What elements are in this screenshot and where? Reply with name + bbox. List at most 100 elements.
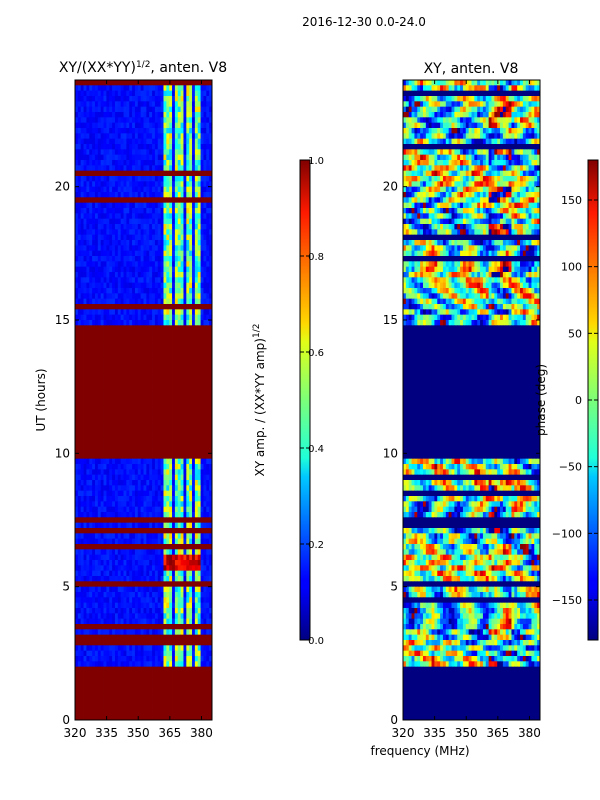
left-heat-cell xyxy=(123,357,127,364)
left-heat-cell xyxy=(83,80,87,86)
left-heat-cell xyxy=(154,250,159,257)
left-heat-cell xyxy=(163,256,167,262)
left-heat-cell xyxy=(152,442,156,449)
left-heat-cell xyxy=(129,138,133,145)
left-heat-cell xyxy=(206,192,210,198)
left-heat-cell xyxy=(174,410,179,417)
left-heat-cell xyxy=(189,602,193,609)
left-heat-cell xyxy=(92,586,96,593)
left-heat-cell xyxy=(203,293,207,300)
left-heat-cell xyxy=(157,368,162,374)
left-heat-cell xyxy=(80,250,84,257)
left-heat-cell xyxy=(163,394,167,401)
left-heat-cell xyxy=(132,181,136,188)
left-heat-cell xyxy=(180,416,184,422)
left-heat-cell xyxy=(112,522,116,529)
left-heat-cell xyxy=(94,368,99,374)
left-heat-cell xyxy=(174,394,179,401)
left-heat-cell xyxy=(137,304,142,310)
left-heat-cell xyxy=(100,560,104,566)
left-heat-cell xyxy=(117,250,122,257)
left-heat-cell xyxy=(114,85,119,92)
left-heat-cell xyxy=(89,357,93,364)
left-heat-cell xyxy=(163,181,167,188)
left-heat-cell xyxy=(206,272,210,278)
left-heat-cell xyxy=(120,160,124,166)
left-heat-cell xyxy=(192,426,196,433)
left-heat-cell xyxy=(180,117,184,124)
left-heat-cell xyxy=(166,373,170,380)
left-heat-cell xyxy=(174,448,179,454)
left-heat-cell xyxy=(80,117,84,124)
left-heat-cell xyxy=(189,437,193,444)
left-heat-cell xyxy=(163,448,167,454)
left-heat-cell xyxy=(117,565,122,572)
left-heat-cell xyxy=(194,133,199,140)
left-heat-cell xyxy=(123,298,127,305)
left-heat-cell xyxy=(146,234,150,241)
left-heat-cell xyxy=(186,416,190,422)
left-heat-cell xyxy=(106,373,110,380)
left-heat-cell xyxy=(126,250,130,257)
left-heat-cell xyxy=(120,96,124,102)
left-heat-cell xyxy=(109,602,113,609)
left-heat-cell xyxy=(149,117,153,124)
left-heat-cell xyxy=(80,325,84,332)
left-heat-cell xyxy=(77,309,82,316)
left-heat-cell xyxy=(209,442,212,449)
left-heat-cell xyxy=(152,245,156,252)
left-heat-cell xyxy=(166,400,170,406)
left-heat-cell xyxy=(100,432,104,438)
left-heat-cell xyxy=(114,581,119,588)
left-heat-cell xyxy=(189,218,193,225)
left-heat-cell xyxy=(194,256,199,262)
left-heat-cell xyxy=(103,304,107,310)
left-heat-cell xyxy=(112,512,116,518)
left-heat-cell xyxy=(154,464,159,470)
left-heat-cell xyxy=(137,442,142,449)
left-heat-cell xyxy=(169,538,173,545)
left-heat-cell xyxy=(154,229,159,236)
left-heat-cell xyxy=(114,400,119,406)
left-heat-cell xyxy=(120,240,124,246)
left-heat-cell xyxy=(114,186,119,193)
left-heat-cell xyxy=(206,458,210,465)
left-heat-cell xyxy=(134,496,139,502)
left-heat-cell xyxy=(186,186,190,193)
left-heat-cell xyxy=(120,218,124,225)
left-heat-cell xyxy=(206,581,210,588)
left-heat-cell xyxy=(194,149,199,156)
left-heat-cell xyxy=(83,378,87,385)
left-heat-cell xyxy=(203,106,207,113)
left-heat-cell xyxy=(134,218,139,225)
left-heat-cell xyxy=(112,480,116,486)
left-heat-cell xyxy=(149,352,153,358)
left-heat-cell xyxy=(89,389,93,396)
left-heat-cell xyxy=(140,464,144,470)
left-heat-cell xyxy=(143,122,147,129)
left-heat-cell xyxy=(123,549,127,556)
left-heat-cell xyxy=(166,197,170,204)
left-heat-cell xyxy=(86,357,90,364)
left-heat-cell xyxy=(194,304,199,310)
left-heat-cell xyxy=(109,336,113,342)
left-heat-cell xyxy=(123,90,127,97)
left-heat-cell xyxy=(112,453,116,460)
left-heat-cell xyxy=(189,106,193,113)
left-heat-cell xyxy=(143,277,147,284)
left-heat-cell xyxy=(160,250,164,257)
left-heat-cell xyxy=(89,250,93,257)
left-heat-cell xyxy=(143,133,147,140)
left-heat-cell xyxy=(114,282,119,289)
left-heat-cell xyxy=(140,554,144,561)
left-heat-cell xyxy=(200,117,204,124)
left-heat-cell xyxy=(149,416,153,422)
left-heat-cell xyxy=(126,261,130,268)
left-heat-cell xyxy=(77,197,82,204)
left-heat-cell xyxy=(97,154,102,161)
left-heat-cell xyxy=(80,357,84,364)
left-heat-cell xyxy=(120,197,124,204)
left-heat-cell xyxy=(97,208,102,214)
left-heat-cell xyxy=(134,250,139,257)
left-heat-cell xyxy=(134,432,139,438)
